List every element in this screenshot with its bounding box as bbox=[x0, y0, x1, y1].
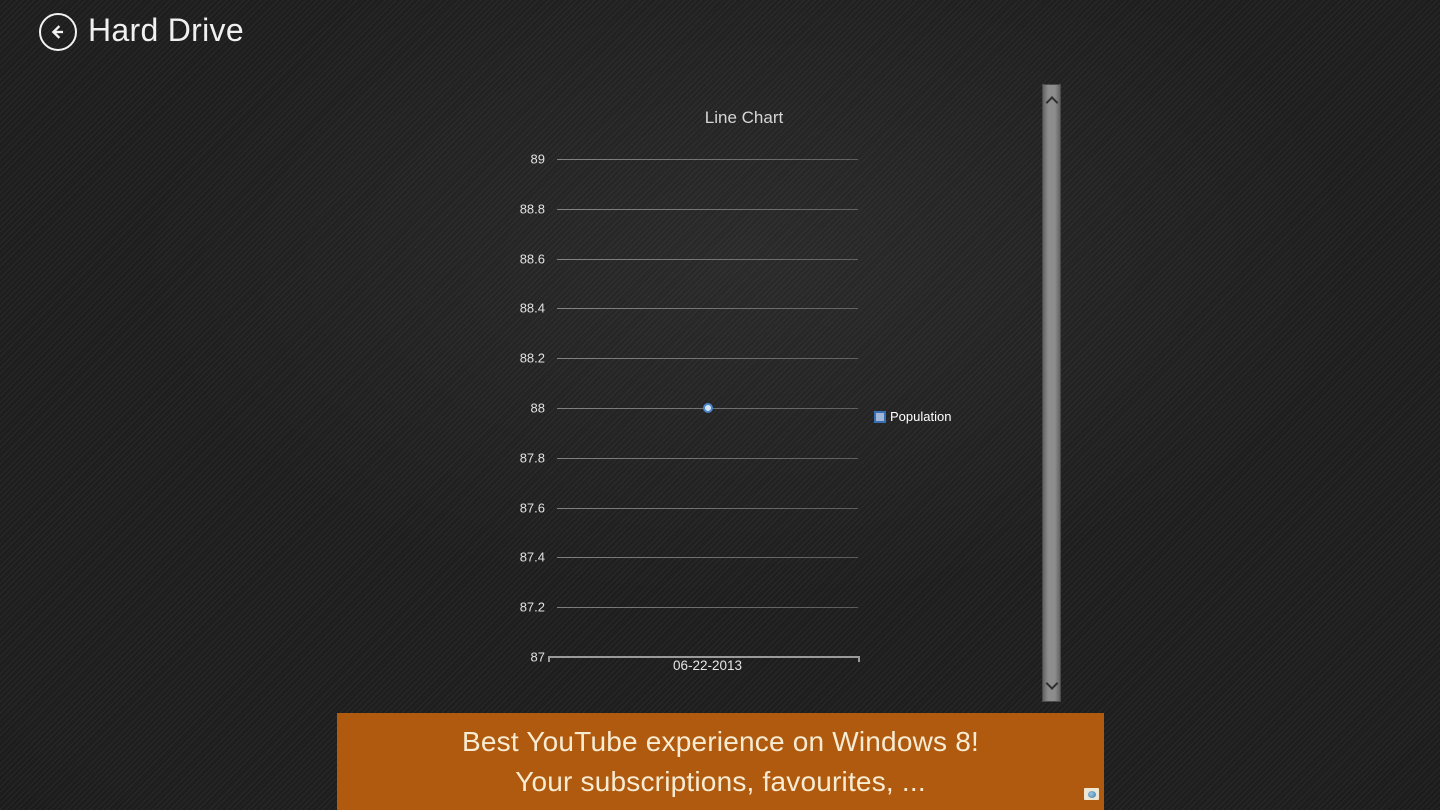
y-gridline bbox=[557, 607, 858, 609]
y-gridline bbox=[557, 208, 858, 210]
y-tick-label: 87.6 bbox=[519, 500, 545, 516]
y-tick-label: 88.4 bbox=[519, 300, 545, 316]
y-gridline bbox=[557, 507, 858, 509]
legend-marker-population bbox=[874, 410, 886, 423]
back-button[interactable] bbox=[39, 13, 77, 51]
chevron-up-icon[interactable] bbox=[1045, 96, 1058, 109]
axis-end-tick bbox=[858, 657, 860, 662]
y-tick-label: 87.2 bbox=[519, 599, 545, 615]
legend-label-population: Population bbox=[890, 409, 952, 424]
chart-title: Line Chart bbox=[704, 108, 784, 127]
y-gridline bbox=[557, 159, 858, 160]
y-tick-label: 88 bbox=[530, 400, 545, 416]
ad-banner-line2: Your subscriptions, favourites, ... bbox=[515, 766, 926, 797]
y-tick-label: 88.6 bbox=[519, 251, 545, 267]
axis-end-tick bbox=[548, 657, 550, 662]
vertical-scrollbar[interactable] bbox=[1042, 84, 1061, 702]
y-gridline bbox=[557, 557, 858, 559]
y-tick-label: 87 bbox=[530, 649, 545, 665]
page-title: Hard Drive bbox=[88, 12, 244, 48]
y-tick-label: 87.4 bbox=[519, 549, 545, 565]
y-gridline bbox=[557, 358, 858, 360]
ad-banner[interactable]: Best YouTube experience on Windows 8! Yo… bbox=[337, 713, 1104, 810]
chevron-down-icon[interactable] bbox=[1045, 677, 1058, 690]
adchoices-glyph bbox=[1087, 790, 1096, 798]
y-tick-label: 87.8 bbox=[519, 450, 545, 466]
back-arrow-icon bbox=[47, 21, 69, 43]
y-tick-label: 88.2 bbox=[519, 350, 545, 366]
y-gridline bbox=[557, 258, 858, 260]
y-gridline bbox=[557, 308, 858, 310]
adchoices-icon[interactable] bbox=[1084, 788, 1099, 800]
y-gridline bbox=[557, 457, 858, 459]
data-point-population[interactable] bbox=[702, 403, 713, 413]
chart-legend: Population bbox=[874, 409, 951, 424]
y-tick-label: 89 bbox=[530, 151, 545, 167]
x-axis-tick-label: 06-22-2013 bbox=[672, 658, 743, 673]
x-axis-line bbox=[548, 656, 860, 658]
y-tick-label: 88.8 bbox=[519, 201, 545, 217]
ad-banner-line1: Best YouTube experience on Windows 8! bbox=[462, 726, 979, 757]
